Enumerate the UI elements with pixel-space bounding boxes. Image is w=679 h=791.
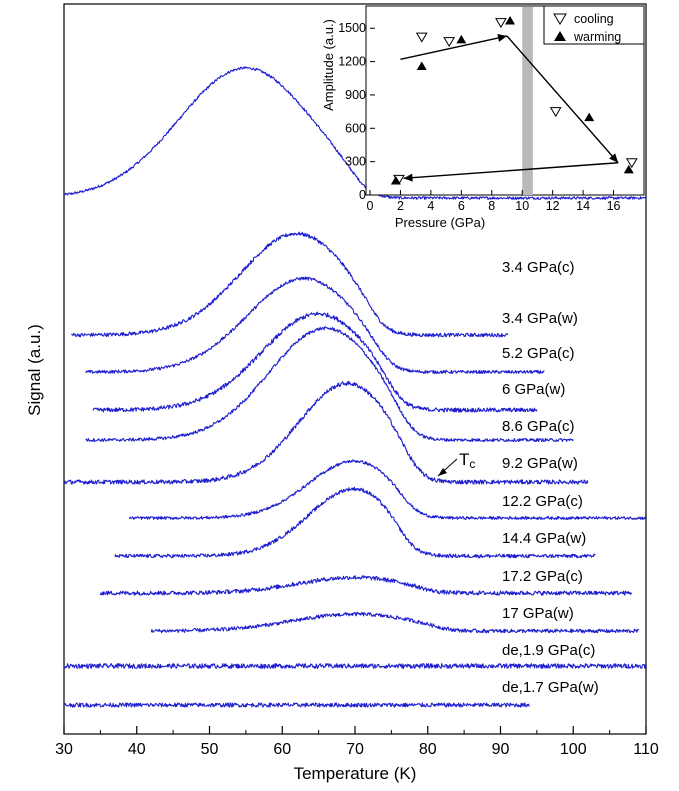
inset-x-tick-label: 0 xyxy=(367,199,374,213)
inset-y-tick-label: 600 xyxy=(345,121,366,135)
trace-label: de,1.9 GPa(c) xyxy=(502,642,595,659)
inset-x-tick-label: 4 xyxy=(427,199,434,213)
inset-x-tick-label: 14 xyxy=(576,199,590,213)
x-tick-label: 50 xyxy=(201,741,219,758)
tc-arrowhead xyxy=(438,468,447,476)
trace-label: 3.4 GPa(c) xyxy=(502,259,575,276)
inset-arrow-line xyxy=(400,35,508,61)
x-tick-label: 30 xyxy=(55,741,73,758)
trace-label: 3.4 GPa(w) xyxy=(502,310,578,327)
trace-line xyxy=(63,663,647,669)
inset-point-warming xyxy=(505,15,516,25)
trace-line xyxy=(85,276,545,375)
inset-y-tick-label: 300 xyxy=(345,155,366,169)
inset-point-cooling xyxy=(549,107,562,118)
trace-label: 6 GPa(w) xyxy=(502,381,565,398)
inset-x-tick-label: 10 xyxy=(515,199,529,213)
tc-label: Tc xyxy=(459,450,475,471)
inset-x-tick-label: 2 xyxy=(397,199,404,213)
inset-point-warming xyxy=(390,176,401,185)
trace-line xyxy=(63,380,589,485)
inset-arrow-line xyxy=(403,162,619,180)
trace-label: 9.2 GPa(w) xyxy=(502,455,578,472)
inset-shaded-band xyxy=(522,7,533,195)
trace-line xyxy=(63,702,530,708)
trace-label: 14.4 GPa(w) xyxy=(502,530,586,547)
inset-point-warming xyxy=(416,61,427,71)
inset-x-tick-label: 8 xyxy=(488,199,495,213)
legend-warming-marker xyxy=(554,31,566,41)
inset-arrowhead xyxy=(609,153,619,163)
main-x-axis: 30 40 50 60 70 80 90 100 110 xyxy=(55,726,659,758)
trace-line xyxy=(99,575,632,596)
inset-y-tick-label: 1200 xyxy=(338,55,366,69)
trace-label: de,1.7 GPa(w) xyxy=(502,679,599,696)
inset-y-title: Amplitude (a.u.) xyxy=(321,19,336,111)
inset-arrows xyxy=(400,34,619,182)
inset-x-tick-label: 12 xyxy=(546,199,560,213)
x-axis-title: Temperature (K) xyxy=(294,764,417,783)
inset-point-warming xyxy=(584,112,595,122)
inset-point-warming xyxy=(456,34,467,44)
main-curves xyxy=(63,66,647,708)
trace-line xyxy=(63,66,647,200)
x-tick-label: 110 xyxy=(633,741,659,758)
trace-label: 17 GPa(w) xyxy=(502,605,574,622)
inset-chart: 0 2 4 6 8 10 12 14 16 0 300 600 900 1200 1500 Pressure… xyxy=(321,5,645,230)
inset-point-cooling xyxy=(415,32,428,43)
x-tick-label: 40 xyxy=(128,741,146,758)
trace-line xyxy=(128,459,647,520)
inset-x-title: Pressure (GPa) xyxy=(395,215,485,230)
trace-label: 12.2 GPa(c) xyxy=(502,493,583,510)
x-tick-label: 70 xyxy=(346,741,364,758)
inset-x-tick-label: 6 xyxy=(458,199,465,213)
inset-y-tick-label: 0 xyxy=(359,188,366,202)
x-tick-label: 100 xyxy=(560,741,587,758)
trace-label: 8.6 GPa(c) xyxy=(502,418,575,435)
inset-arrow-line xyxy=(506,35,619,164)
trace-line xyxy=(150,611,640,634)
inset-arrowhead xyxy=(403,173,413,182)
trace-line xyxy=(92,311,538,413)
x-tick-label: 90 xyxy=(492,741,510,758)
x-tick-label: 80 xyxy=(419,741,437,758)
tc-annotation: Tc xyxy=(437,450,475,477)
inset-arrowhead xyxy=(497,34,507,42)
trace-line xyxy=(71,231,509,338)
inset-x-tick-label: 16 xyxy=(607,199,621,213)
inset-point-cooling xyxy=(625,158,638,169)
legend-warming-label: warming xyxy=(573,30,621,44)
legend-cooling-marker xyxy=(553,13,567,25)
inset-point-cooling xyxy=(495,18,507,29)
trace-line xyxy=(85,326,574,443)
trace-label: 5.2 GPa(c) xyxy=(502,345,575,362)
inset-point-cooling xyxy=(443,37,456,48)
inset-points xyxy=(390,15,638,185)
trace-line xyxy=(114,486,596,559)
legend-cooling-label: cooling xyxy=(574,12,614,26)
y-axis-title: Signal (a.u.) xyxy=(25,324,44,416)
x-tick-label: 60 xyxy=(273,741,291,758)
inset-y-tick-label: 900 xyxy=(345,88,366,102)
inset-point-warming xyxy=(623,164,634,174)
curve-labels: 3.4 GPa(c) 3.4 GPa(w) 5.2 GPa(c) 6 GPa(w) 8.… xyxy=(502,259,599,696)
inset-legend: cooling warming xyxy=(543,5,645,45)
inset-y-tick-label: 1500 xyxy=(338,21,366,35)
trace-label: 17.2 GPa(c) xyxy=(502,568,583,585)
inset-axes: 0 2 4 6 8 10 12 14 16 0 300 600 900 1200 1500 xyxy=(338,21,620,213)
